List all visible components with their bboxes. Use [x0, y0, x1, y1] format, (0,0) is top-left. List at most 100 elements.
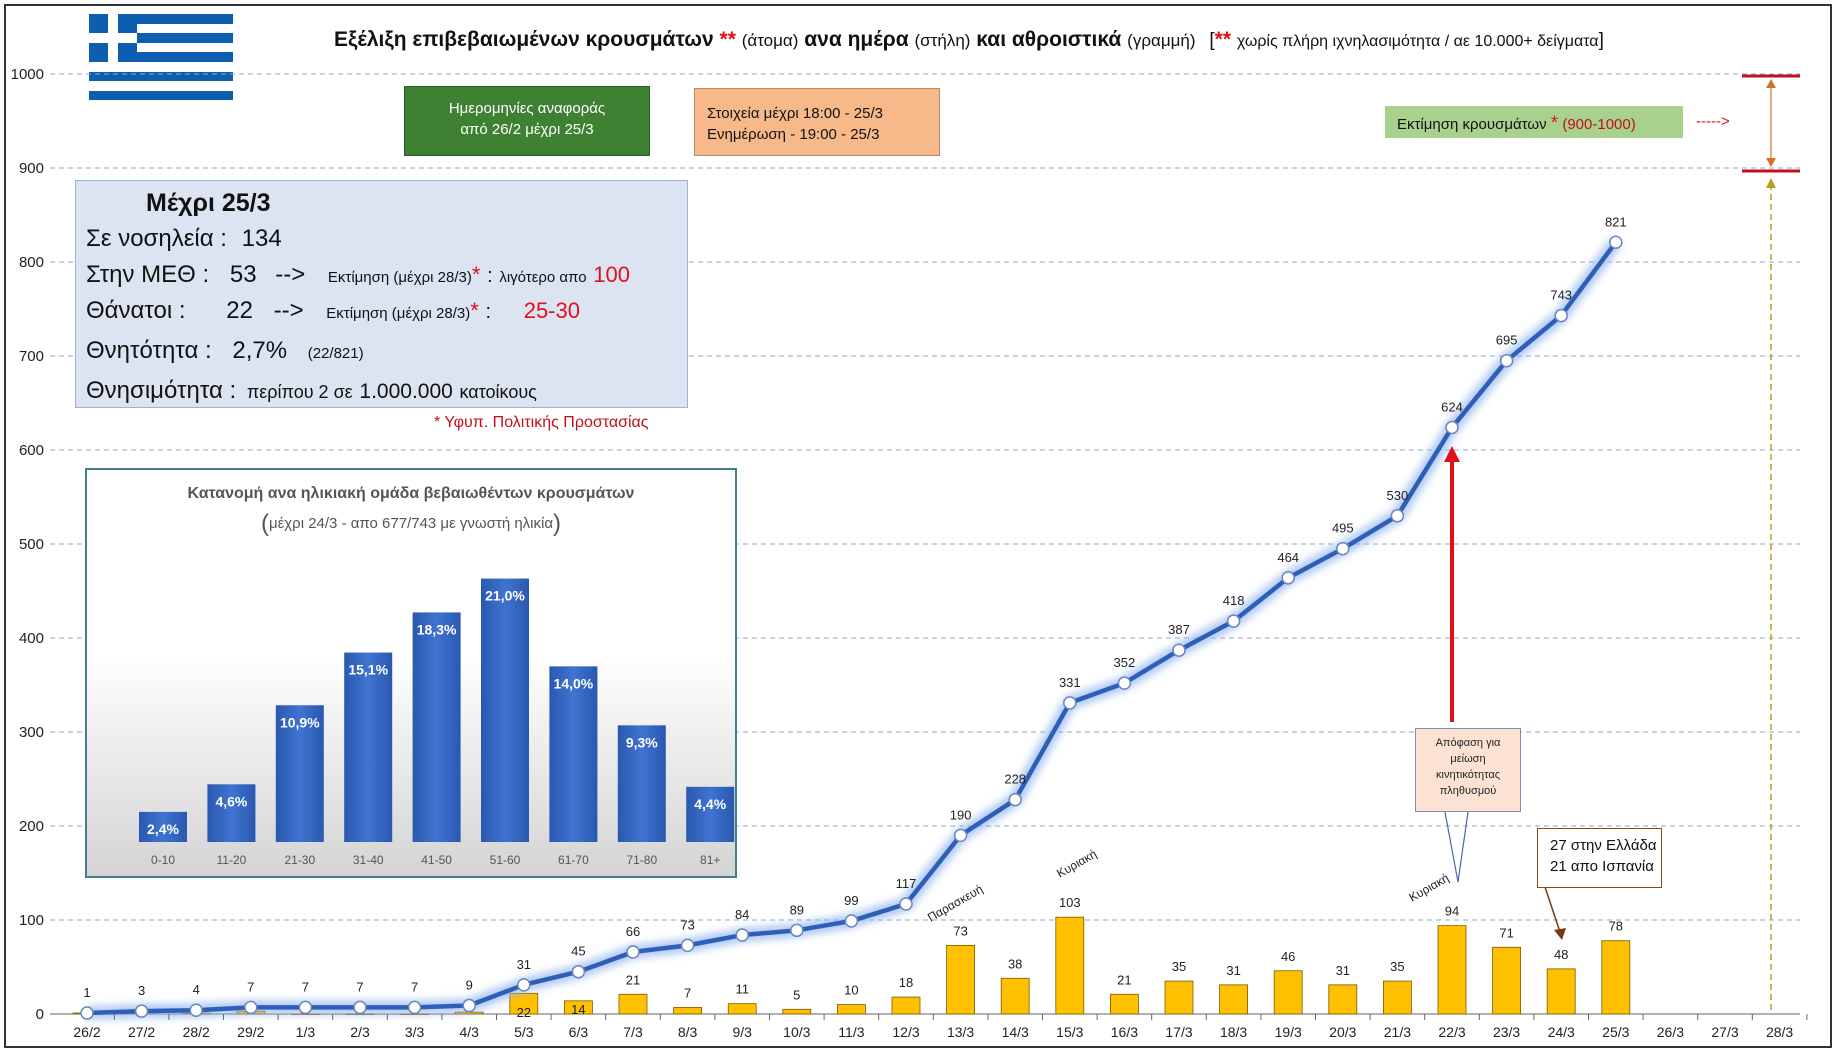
daily-bar-label: 46: [1281, 949, 1295, 964]
estimate-range-arrowhead: [1766, 79, 1776, 88]
daily-bar-label: 14: [571, 1002, 585, 1017]
estimate-label: Εκτίμηση κρουσμάτων: [1397, 116, 1547, 133]
age-distribution-panel: Κατανομή ανα ηλικιακή ομάδα βεβαιωθέντων…: [85, 468, 737, 878]
daily-bar-label: 38: [1008, 956, 1022, 971]
daily-bar-label: 21: [1117, 972, 1131, 987]
x-tick-label: 24/3: [1548, 1024, 1575, 1040]
cumulative-point: [517, 978, 531, 992]
sunday-label: Κυριακή: [1054, 847, 1099, 881]
daily-bar-label: 7: [684, 985, 691, 1000]
deaths-value: 22: [226, 297, 253, 324]
case-fatality-ratio: (22/821): [307, 345, 364, 362]
estimate-range: (900-1000): [1562, 116, 1636, 133]
icu-estimate: Εκτίμηση (μέχρι 28/3): [327, 269, 472, 286]
daily-bar: [1492, 946, 1521, 1015]
title-note: χωρίς πλήρη ιχνηλασιμότητα / αε 10.000+ …: [1236, 33, 1599, 50]
cumulative-label: 695: [1496, 333, 1518, 348]
cumulative-label: 31: [517, 957, 531, 972]
cumulative-label: 743: [1550, 288, 1572, 303]
age-bar-label: 21,0%: [485, 588, 525, 604]
daily-bar-label: 35: [1390, 959, 1404, 974]
cumulative-label: 387: [1168, 622, 1190, 637]
x-tick-label: 29/2: [237, 1024, 264, 1040]
title-unit-bar: (στήλη): [914, 31, 971, 50]
daily-bar: [1546, 968, 1576, 1015]
daily-bar: [1328, 984, 1358, 1015]
age-category-label: 11-20: [216, 853, 246, 867]
sunday-label: Κυριακή: [1407, 871, 1452, 905]
cumulative-point: [1499, 353, 1514, 368]
title-per-day: ανα ημέρα: [804, 28, 909, 51]
x-tick-label: 6/3: [569, 1024, 589, 1040]
decision-line3: κινητικότητας: [1436, 769, 1500, 781]
x-tick-label: 23/3: [1493, 1024, 1520, 1040]
friday-label: Παρασκευή: [925, 882, 985, 925]
cumulative-point: [1117, 676, 1132, 690]
projection-arrowhead: [1766, 178, 1776, 188]
cumulative-label: 530: [1387, 488, 1409, 503]
x-tick-label: 10/3: [783, 1024, 810, 1040]
daily-bar-label: 78: [1609, 919, 1623, 934]
title-main: Εξέλιξη επιβεβαιωμένων κρουσμάτων: [334, 28, 714, 51]
age-bar: [275, 705, 324, 842]
decision-line4: πληθυσμού: [1439, 785, 1497, 797]
cumulative-point: [1226, 614, 1241, 628]
daily-bar: [946, 944, 975, 1015]
icu-less: λιγότερο απο: [499, 269, 587, 286]
case-fatality-label: Θνητότητα :: [86, 337, 212, 364]
title-stars: **: [719, 28, 736, 51]
deaths-label: Θάνατοι :: [86, 297, 186, 324]
age-category-label: 31-40: [353, 853, 384, 867]
age-bar: [481, 578, 529, 842]
cumulative-label: 331: [1059, 675, 1081, 690]
source-note: * Υφυπ. Πολιτικής Προστασίας: [434, 414, 649, 431]
x-tick-label: 1/3: [296, 1024, 316, 1040]
y-tick-label: 800: [19, 254, 44, 271]
y-tick-label: 900: [19, 160, 44, 177]
cumulative-point: [1172, 643, 1186, 657]
cumulative-label: 1: [83, 985, 90, 1000]
cumulative-point: [844, 914, 859, 928]
cumulative-point: [1390, 509, 1405, 523]
daily-bar-label: 94: [1445, 904, 1459, 919]
x-tick-label: 14/3: [1002, 1024, 1029, 1040]
cumulative-label: 624: [1441, 399, 1463, 414]
cumulative-label: 9: [466, 978, 473, 993]
age-category-label: 81+: [700, 853, 720, 867]
cumulative-point: [626, 945, 640, 959]
daily-bar: [1601, 940, 1631, 1015]
age-bar: [207, 784, 256, 842]
x-tick-label: 17/3: [1165, 1024, 1192, 1040]
daily-bar: [673, 1007, 702, 1015]
x-tick-label: 28/3: [1766, 1024, 1793, 1040]
summary-heading: Μέχρι 25/3: [146, 189, 271, 217]
cumulative-label: 73: [680, 917, 694, 932]
cumulative-point: [407, 1000, 422, 1015]
cumulative-point: [353, 1000, 367, 1015]
daily-bar-label: 5: [793, 987, 800, 1002]
mortality-value-unit: κατοίκους: [459, 382, 537, 402]
x-tick-label: 26/2: [73, 1024, 100, 1040]
daily-bar: [1273, 970, 1303, 1015]
cumulative-point: [134, 1004, 149, 1018]
y-tick-label: 400: [19, 630, 44, 647]
estimate-range-arrowhead: [1766, 158, 1776, 167]
x-tick-label: 21/3: [1384, 1024, 1411, 1040]
cumulative-point: [680, 938, 695, 953]
mortality-label: Θνησιμότητα :: [86, 377, 237, 404]
deaths-row: Θάνατοι : 22 --> Εκτίμηση (μέχρι 28/3)* …: [86, 297, 580, 325]
hospitalized-row: Σε νοσηλεία : 134: [86, 225, 282, 253]
age-bar-label: 10,9%: [280, 714, 320, 730]
age-bar-label: 14,0%: [554, 675, 594, 691]
cumulative-point: [298, 1000, 313, 1015]
cumulative-label: 66: [626, 924, 640, 939]
age-bar-label: 4,6%: [215, 793, 247, 809]
icu-arrow: -->: [275, 261, 306, 288]
daily-bar-label: 31: [1336, 963, 1350, 978]
title-note-stars: **: [1214, 28, 1232, 51]
cumulative-point: [790, 923, 804, 938]
x-tick-label: 13/3: [947, 1024, 974, 1040]
x-tick-label: 25/3: [1602, 1024, 1629, 1040]
age-bar: [686, 786, 735, 842]
daily-bar: [1437, 925, 1467, 1015]
